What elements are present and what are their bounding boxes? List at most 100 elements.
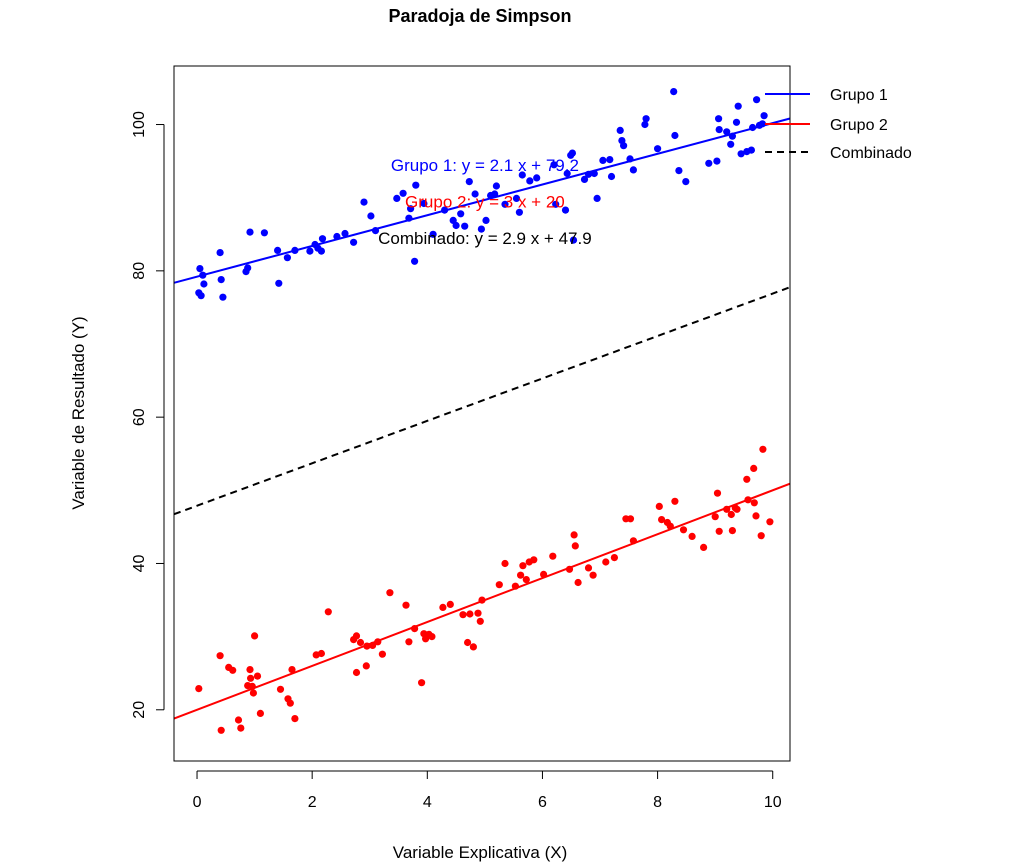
data-point-series-2 (602, 558, 610, 566)
regression-line-3 (173, 286, 791, 516)
x-tick-label: 4 (423, 794, 432, 811)
x-tick-label: 6 (538, 794, 547, 811)
data-point-series-2 (362, 662, 370, 670)
data-point-series-1 (283, 254, 291, 262)
data-point-series-1 (367, 212, 375, 220)
data-point-series-1 (217, 276, 225, 284)
data-point-series-2 (428, 633, 436, 641)
data-point-series-2 (728, 527, 737, 535)
x-tick-label: 0 (193, 794, 202, 811)
x-axis: 0 2 4 6 8 10 (193, 770, 782, 811)
plot-layer (173, 88, 791, 734)
data-point-series-1 (275, 279, 283, 287)
data-point-series-1 (715, 126, 723, 134)
data-point-series-2 (752, 512, 760, 520)
data-point-series-2 (571, 542, 579, 550)
legend: Grupo 1 Grupo 2 Combinado (765, 87, 912, 162)
data-point-series-2 (570, 531, 578, 539)
x-tick-label: 2 (308, 794, 317, 811)
legend-label-grupo-2: Grupo 2 (830, 117, 888, 134)
data-point-series-1 (244, 264, 252, 272)
data-point-series-1 (552, 200, 560, 208)
data-point-series-2 (727, 510, 735, 519)
data-point-series-1 (616, 126, 624, 134)
data-point-series-1 (732, 118, 741, 126)
data-point-series-2 (589, 571, 597, 579)
data-point-series-1 (317, 247, 325, 255)
data-point-series-1 (641, 120, 649, 129)
data-point-series-1 (599, 156, 607, 164)
data-point-series-1 (569, 236, 578, 244)
data-point-series-1 (753, 96, 761, 104)
y-tick-label: 100 (131, 111, 148, 138)
data-point-series-1 (482, 216, 490, 224)
data-point-series-1 (399, 189, 407, 197)
data-point-series-2 (418, 679, 426, 687)
data-point-series-1 (518, 171, 526, 179)
data-point-series-1 (561, 206, 570, 214)
equation-label-1: Grupo 1: y = 2.1 x + 79.2 (391, 156, 579, 175)
y-axis: 20 40 60 80 100 (131, 111, 165, 719)
data-point-series-1 (196, 265, 204, 273)
data-point-series-1 (200, 280, 208, 288)
data-point-series-1 (216, 249, 224, 257)
data-point-series-2 (195, 685, 203, 693)
equation-label-2: Grupo 2: y = 3 x + 20 (405, 192, 565, 211)
data-point-series-2 (378, 650, 386, 658)
data-point-series-1 (492, 182, 500, 190)
data-point-series-1 (429, 230, 437, 238)
data-point-series-2 (474, 609, 482, 617)
data-point-series-1 (737, 150, 745, 158)
data-point-series-1 (533, 174, 541, 182)
data-point-series-1 (452, 221, 460, 230)
data-point-series-2 (715, 527, 723, 535)
data-point-series-1 (550, 161, 558, 169)
data-point-series-2 (466, 610, 474, 618)
data-point-series-2 (217, 726, 225, 734)
data-point-series-2 (733, 505, 741, 513)
data-point-series-1 (760, 112, 768, 120)
data-point-series-2 (464, 638, 472, 647)
data-point-series-1 (715, 115, 723, 123)
data-point-series-1 (306, 247, 314, 255)
data-point-series-2 (288, 666, 296, 674)
regression-line-2 (173, 482, 791, 720)
data-point-series-2 (386, 589, 394, 597)
data-point-series-2 (610, 554, 619, 562)
data-point-series-1 (675, 167, 683, 175)
data-point-series-1 (341, 229, 349, 238)
data-point-series-2 (713, 489, 722, 497)
data-point-series-2 (216, 652, 224, 660)
data-point-series-1 (607, 172, 616, 181)
data-point-series-1 (501, 200, 509, 208)
data-point-series-1 (747, 146, 756, 154)
data-point-series-1 (606, 156, 614, 164)
data-point-series-2 (743, 475, 751, 483)
data-point-series-2 (256, 709, 264, 718)
data-point-series-2 (251, 632, 259, 640)
data-point-series-1 (407, 205, 415, 213)
data-point-series-2 (574, 578, 582, 587)
data-point-series-2 (356, 638, 365, 647)
data-point-series-1 (360, 198, 368, 206)
data-point-series-2 (246, 666, 254, 674)
legend-label-combinado: Combinado (830, 145, 912, 162)
data-point-series-1 (471, 190, 479, 198)
data-point-series-2 (549, 552, 557, 560)
y-axis-label: Variable de Resultado (Y) (69, 316, 88, 509)
data-point-series-2 (658, 516, 666, 524)
data-point-series-2 (688, 532, 696, 541)
data-point-series-2 (750, 464, 758, 472)
data-point-series-2 (757, 532, 765, 540)
data-point-series-2 (352, 632, 361, 640)
data-point-series-2 (495, 581, 503, 589)
data-point-series-1 (219, 293, 227, 301)
data-point-series-2 (247, 674, 255, 682)
data-point-series-1 (705, 159, 713, 167)
x-axis-label: Variable Explicativa (X) (393, 843, 567, 862)
y-tick-label: 40 (131, 555, 148, 573)
data-point-series-2 (700, 543, 708, 552)
data-point-series-1 (318, 235, 327, 243)
data-point-series-2 (530, 556, 538, 564)
data-point-series-2 (584, 564, 593, 572)
